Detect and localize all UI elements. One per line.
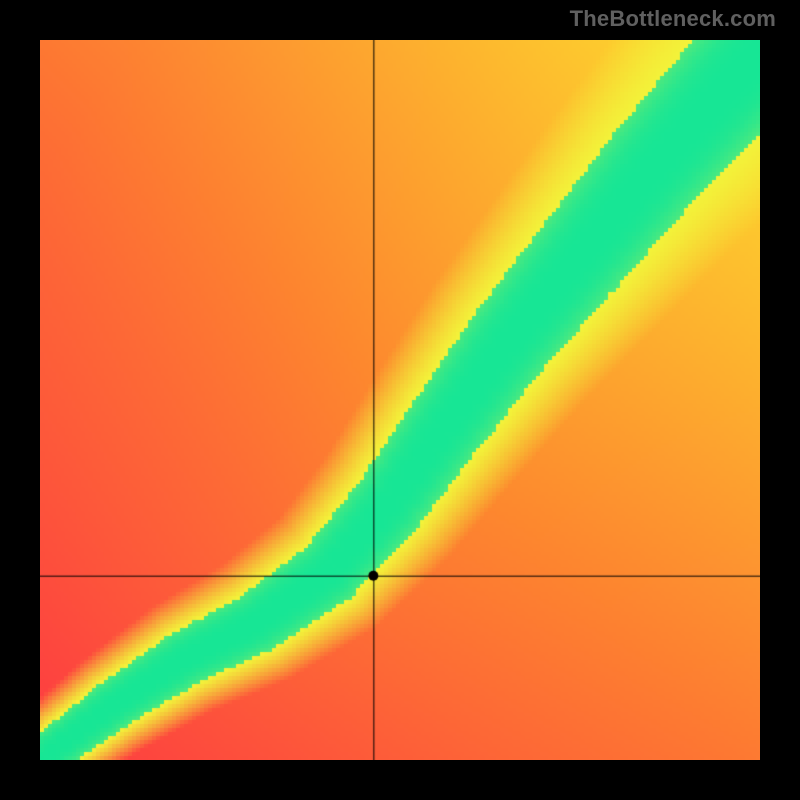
heatmap-canvas xyxy=(40,40,760,760)
chart-container: TheBottleneck.com xyxy=(0,0,800,800)
heatmap-plot xyxy=(40,40,760,760)
attribution-label: TheBottleneck.com xyxy=(570,6,776,32)
